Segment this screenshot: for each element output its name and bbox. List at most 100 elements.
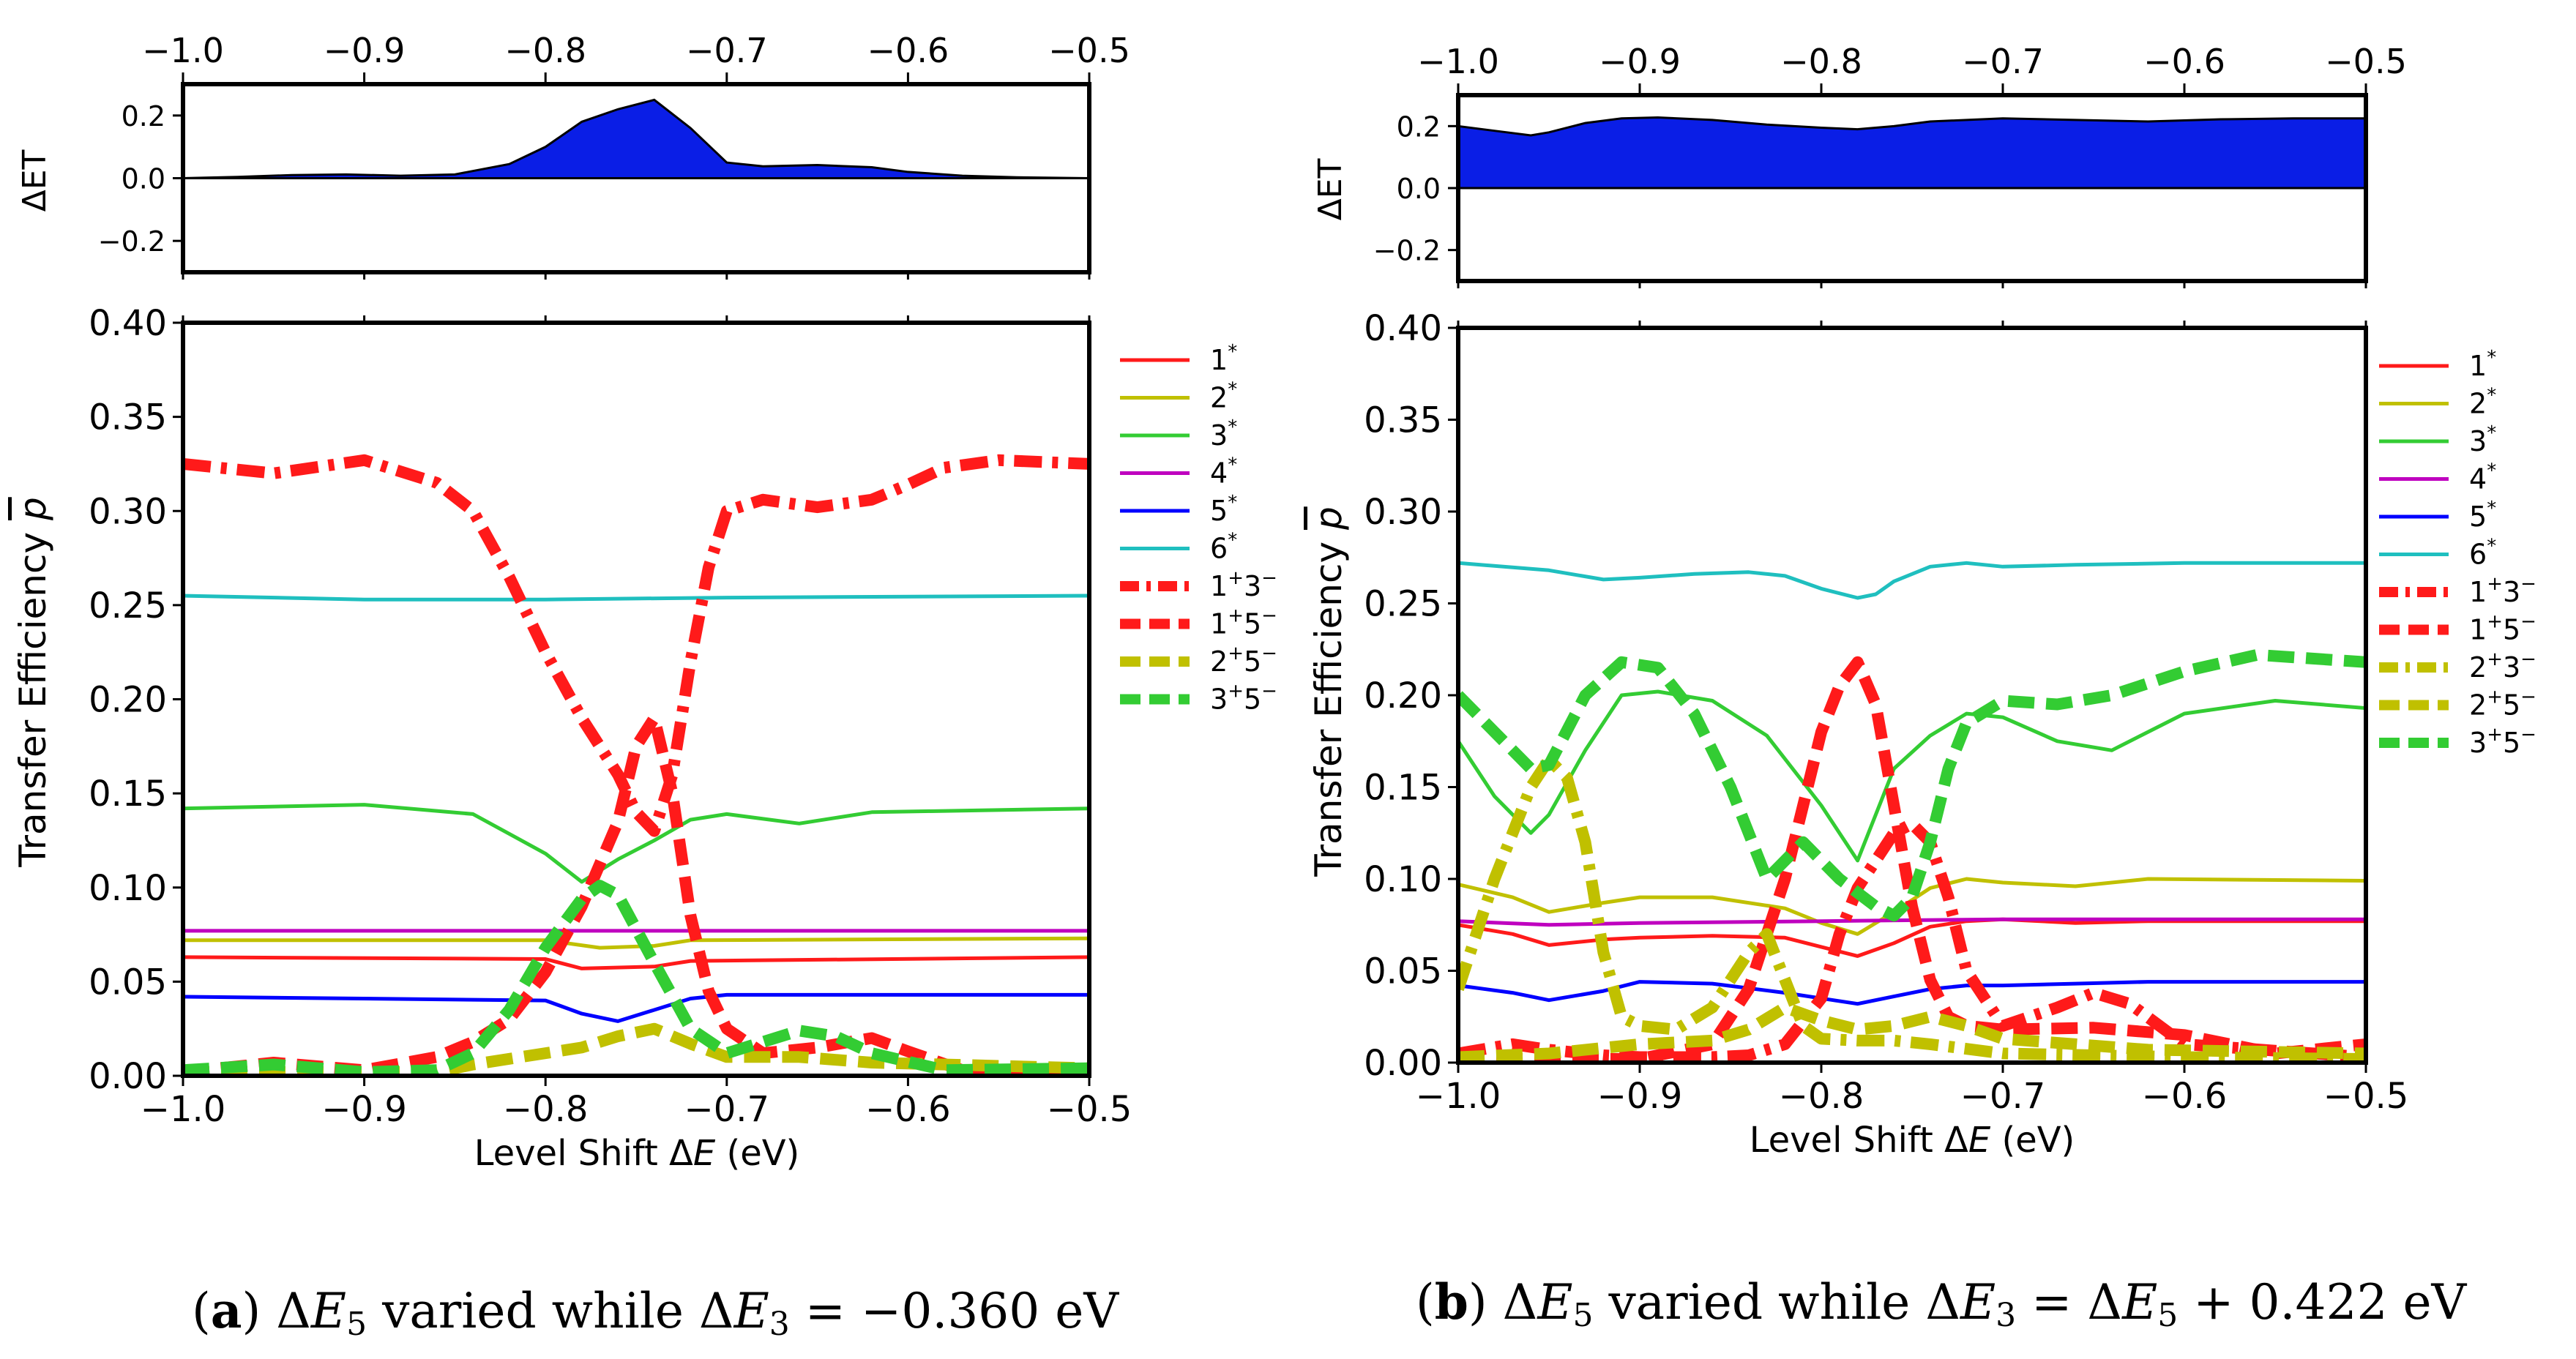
efficiency-ytick-label: 0.40 bbox=[89, 303, 167, 344]
legend-label-2s: 2* bbox=[1210, 379, 1237, 414]
top-xtick-label: −1.0 bbox=[1417, 42, 1499, 81]
efficiency-ytick-label: 0.10 bbox=[1364, 859, 1442, 900]
efficiency-ytick-label: 0.35 bbox=[89, 397, 167, 438]
efficiency-ytick-label: 0.25 bbox=[1364, 584, 1442, 625]
top-xtick-label: −0.6 bbox=[867, 31, 949, 70]
legend-label-35: 3+5− bbox=[1210, 681, 1277, 716]
series-line-2s bbox=[183, 936, 1089, 950]
delta-et-area bbox=[183, 98, 1089, 179]
panel-a-xlabel: Level Shift ΔE (eV) bbox=[474, 1133, 800, 1174]
legend-label-6s: 6* bbox=[2469, 536, 2496, 571]
top-xtick-label: −0.8 bbox=[1780, 42, 1862, 81]
efficiency-ytick-label: 0.15 bbox=[89, 774, 167, 815]
panel-a-ylabel-det: ΔET bbox=[16, 149, 53, 211]
bottom-xtick-label: −0.5 bbox=[1047, 1089, 1132, 1130]
efficiency-ytick-label: 0.00 bbox=[89, 1056, 167, 1097]
bottom-xtick-label: −0.8 bbox=[503, 1089, 589, 1130]
legend-label-25: 2+5− bbox=[2469, 686, 2536, 722]
efficiency-frame bbox=[181, 321, 1091, 1078]
top-xtick-label: −0.7 bbox=[686, 31, 768, 70]
series-line-25 bbox=[183, 1022, 1089, 1076]
efficiency-ytick-label: 0.20 bbox=[89, 680, 167, 721]
efficiency-ytick-label: 0.25 bbox=[89, 585, 167, 626]
legend-label-13: 1+3− bbox=[1210, 567, 1277, 602]
legend-label-5s: 5* bbox=[1210, 492, 1237, 527]
efficiency-ytick-label: 0.30 bbox=[89, 491, 167, 532]
legend-label-13: 1+3− bbox=[2469, 573, 2536, 608]
efficiency-ytick-label: 0.05 bbox=[1364, 951, 1442, 992]
efficiency-ytick-label: 0.30 bbox=[1364, 492, 1442, 533]
efficiency-ytick-label: 0.05 bbox=[89, 962, 167, 1003]
legend-label-35: 3+5− bbox=[2469, 724, 2536, 759]
series-line-6s bbox=[183, 594, 1089, 602]
series-line-4s bbox=[1458, 917, 2366, 927]
panel-b-xlabel: Level Shift ΔE (eV) bbox=[1750, 1120, 2075, 1161]
series-line-35 bbox=[183, 880, 1089, 1076]
series-line-3s bbox=[183, 803, 1089, 884]
legend-label-15: 1+5− bbox=[2469, 611, 2536, 646]
series-line-25 bbox=[1458, 1001, 2366, 1063]
panel-b: ΔET Transfer Efficiency p Level Shift ΔE… bbox=[1307, 42, 2536, 1161]
efficiency-ytick-label: 0.40 bbox=[1364, 308, 1442, 349]
efficiency-ytick-label: 0.35 bbox=[1364, 400, 1442, 441]
top-xtick-label: −0.9 bbox=[1599, 42, 1681, 81]
efficiency-ytick-label: 0.00 bbox=[1364, 1043, 1442, 1084]
top-xtick-label: −0.8 bbox=[504, 31, 586, 70]
delta-et-ytick-label: 0.2 bbox=[1397, 111, 1441, 143]
bottom-xtick-label: −0.9 bbox=[321, 1089, 407, 1130]
panel-b-ylabel-det: ΔET bbox=[1312, 158, 1349, 220]
panel-a: ΔET Transfer Efficiency p Level Shift ΔE… bbox=[12, 31, 1277, 1174]
bottom-xtick-label: −0.7 bbox=[684, 1089, 770, 1130]
bottom-xtick-label: −0.9 bbox=[1597, 1076, 1683, 1117]
bottom-xtick-label: −0.5 bbox=[2323, 1076, 2409, 1117]
series-line-5s bbox=[183, 992, 1089, 1023]
caption-a: (a) ΔE5 varied while ΔE3 = −0.360 eV bbox=[192, 1282, 1119, 1343]
top-xtick-label: −0.6 bbox=[2143, 42, 2225, 81]
series-line-15 bbox=[1458, 656, 2366, 1063]
series-line-5s bbox=[1458, 980, 2366, 1006]
top-xtick-label: −1.0 bbox=[142, 31, 224, 70]
legend-label-15: 1+5− bbox=[1210, 605, 1277, 640]
top-xtick-label: −0.5 bbox=[2325, 42, 2407, 81]
panel-b-ylabel-eff: Transfer Efficiency p bbox=[1307, 506, 1350, 877]
delta-et-ytick-label: 0.0 bbox=[122, 163, 165, 195]
legend-label-1s: 1* bbox=[1210, 341, 1237, 376]
legend-label-5s: 5* bbox=[2469, 498, 2496, 533]
bottom-xtick-label: −1.0 bbox=[1416, 1076, 1501, 1117]
legend-label-4s: 4* bbox=[1210, 454, 1237, 490]
series-line-1s bbox=[183, 955, 1089, 970]
legend-label-2s: 2* bbox=[2469, 385, 2496, 420]
series-line-6s bbox=[1458, 561, 2366, 600]
legend-label-3s: 3* bbox=[2469, 422, 2496, 457]
delta-et-ytick-label: 0.0 bbox=[1397, 173, 1441, 205]
bottom-xtick-label: −0.8 bbox=[1779, 1076, 1864, 1117]
legend-label-25: 2+5− bbox=[1210, 643, 1277, 678]
efficiency-ytick-label: 0.10 bbox=[89, 868, 167, 909]
legend-label-1s: 1* bbox=[2469, 347, 2496, 382]
bottom-xtick-label: −0.6 bbox=[865, 1089, 951, 1130]
delta-et-area bbox=[1458, 116, 2366, 190]
top-xtick-label: −0.9 bbox=[324, 31, 406, 70]
series-line-15 bbox=[183, 712, 1089, 1076]
efficiency-ytick-label: 0.15 bbox=[1364, 768, 1442, 809]
legend-label-23: 2+3− bbox=[2469, 648, 2536, 684]
delta-et-ytick-label: 0.2 bbox=[122, 100, 165, 132]
efficiency-ytick-label: 0.20 bbox=[1364, 675, 1442, 716]
top-xtick-label: −0.7 bbox=[1962, 42, 2044, 81]
efficiency-frame bbox=[1456, 326, 2368, 1065]
delta-et-ytick-label: −0.2 bbox=[1373, 235, 1441, 267]
legend-label-3s: 3* bbox=[1210, 416, 1237, 452]
series-line-13 bbox=[183, 454, 1089, 837]
legend-label-4s: 4* bbox=[2469, 460, 2496, 495]
bottom-xtick-label: −0.6 bbox=[2142, 1076, 2228, 1117]
series-line-35 bbox=[1458, 648, 2366, 922]
caption-b: (b) ΔE5 varied while ΔE3 = ΔE5 + 0.422 e… bbox=[1416, 1273, 2467, 1334]
series-line-23 bbox=[1458, 753, 2366, 1063]
delta-et-ytick-label: −0.2 bbox=[98, 225, 165, 258]
series-line-3s bbox=[1458, 689, 2366, 863]
bottom-xtick-label: −0.7 bbox=[1960, 1076, 2046, 1117]
bottom-xtick-label: −1.0 bbox=[141, 1089, 226, 1130]
panel-a-ylabel-eff: Transfer Efficiency p bbox=[12, 497, 54, 867]
legend-label-6s: 6* bbox=[1210, 530, 1237, 565]
top-xtick-label: −0.5 bbox=[1048, 31, 1130, 70]
